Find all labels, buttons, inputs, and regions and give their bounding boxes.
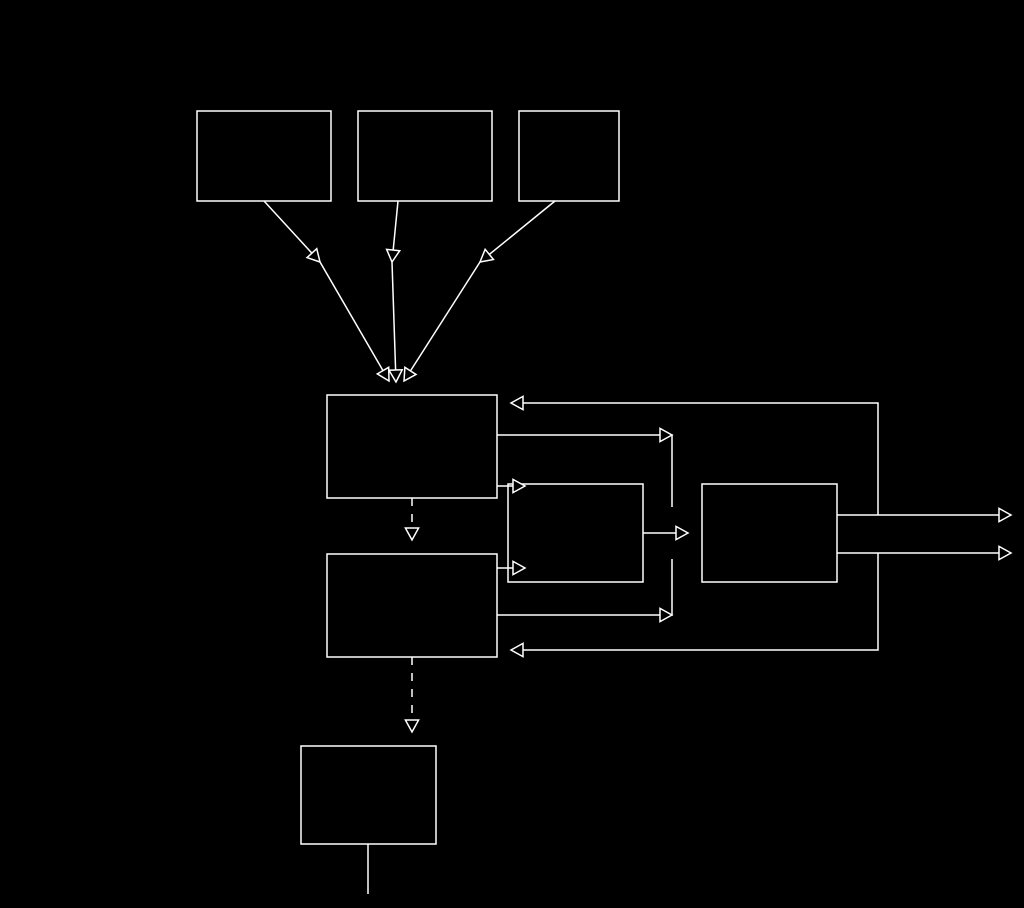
node-center: [508, 484, 643, 582]
node-right: [702, 484, 837, 582]
arrowhead: [405, 528, 418, 540]
arrowhead: [513, 561, 525, 574]
flowchart-diagram: [0, 0, 1024, 908]
arrowhead: [999, 508, 1011, 521]
arrowhead: [676, 526, 688, 539]
arrowhead: [377, 367, 389, 381]
arrowhead: [511, 643, 523, 656]
node-top1: [197, 111, 331, 201]
edge: [511, 553, 878, 650]
arrowhead: [999, 546, 1011, 559]
edge: [392, 201, 398, 382]
edge: [497, 435, 672, 507]
arrowhead: [389, 370, 402, 382]
node-top3: [519, 111, 619, 201]
edge: [264, 201, 389, 381]
arrowhead: [513, 479, 525, 492]
node-top2: [358, 111, 492, 201]
arrowhead: [660, 608, 672, 621]
edge: [511, 403, 878, 515]
edge: [404, 201, 555, 381]
arrowhead: [387, 249, 400, 262]
arrowhead: [405, 720, 418, 732]
arrowhead: [404, 367, 416, 381]
node-bottom: [301, 746, 436, 844]
arrowhead: [480, 249, 493, 262]
node-mid1: [327, 395, 497, 498]
arrowhead: [660, 428, 672, 441]
node-mid2: [327, 554, 497, 657]
arrowhead: [511, 396, 523, 409]
